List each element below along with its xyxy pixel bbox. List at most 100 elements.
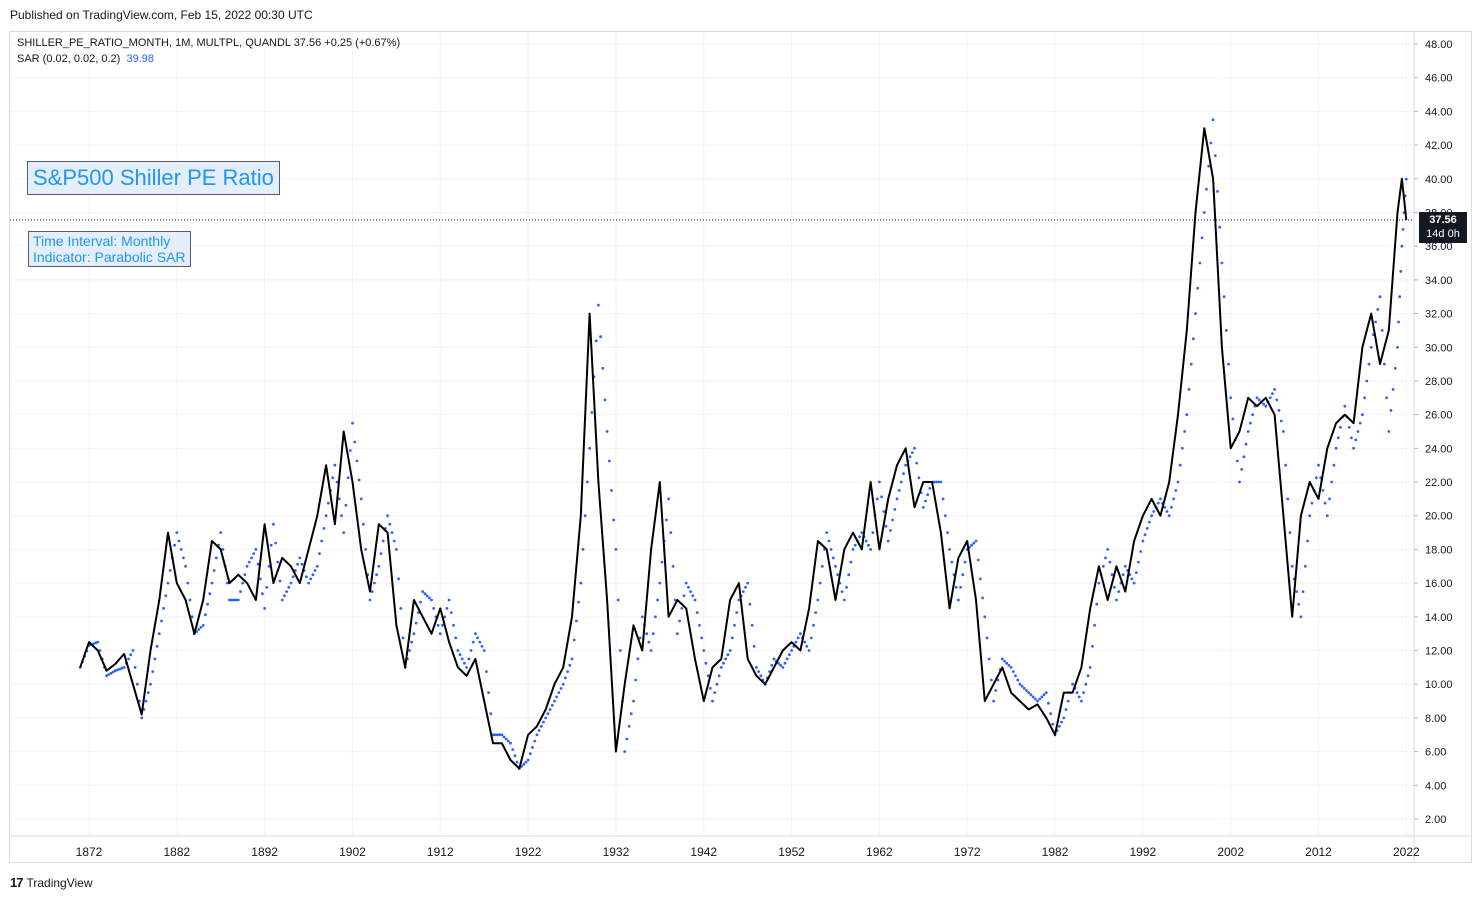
- sar-dot: [557, 691, 561, 694]
- sar-dot: [1060, 720, 1063, 724]
- y-tick-label: 30.00: [1425, 342, 1453, 354]
- sar-dot: [568, 663, 572, 667]
- sar-dot: [676, 632, 679, 636]
- sar-dot: [1022, 687, 1026, 690]
- sar-dot: [421, 590, 425, 593]
- sar-dot: [1314, 476, 1318, 480]
- sar-dot: [307, 581, 310, 585]
- sar-dot: [221, 548, 225, 551]
- sar-dot: [603, 398, 607, 402]
- sar-dot: [682, 594, 686, 598]
- y-tick-label: 34.00: [1425, 275, 1453, 287]
- x-axis: 1872 1882 1892 1902 1912 1922 1932 1942 1952 1962…: [76, 845, 1420, 859]
- sar-dot: [695, 611, 699, 614]
- sar-dot: [1273, 388, 1276, 391]
- x-tick-label: 1882: [163, 845, 190, 859]
- sar-dot: [1404, 177, 1408, 181]
- sar-dot: [1391, 388, 1395, 391]
- sar-dot: [875, 497, 879, 501]
- sar-dot: [1310, 501, 1314, 505]
- sar-dot: [869, 548, 872, 551]
- sar-dot: [717, 674, 721, 678]
- sar-dot: [1347, 425, 1351, 429]
- sar-dot: [917, 476, 921, 480]
- sar-dot: [1123, 564, 1127, 568]
- sar-dot: [728, 649, 732, 652]
- sar-dot: [1044, 691, 1048, 694]
- sar-dot: [1198, 261, 1202, 265]
- sar-dot: [353, 440, 357, 444]
- sar-dot: [408, 649, 411, 652]
- x-tick-label: 1992: [1130, 845, 1157, 859]
- sar-dot: [1350, 436, 1353, 440]
- sar-dot: [146, 691, 150, 694]
- info-annotation[interactable]: Time Interval: Monthly Indicator: Parabo…: [28, 231, 191, 267]
- sar-dot: [744, 585, 747, 589]
- sar-dot: [467, 657, 471, 661]
- y-tick-label: 12.00: [1425, 646, 1453, 658]
- sar-dot: [1321, 489, 1325, 492]
- sar-dot: [1268, 396, 1272, 400]
- sar-dot: [201, 623, 205, 627]
- sar-dot: [1374, 320, 1377, 324]
- sar-dot: [665, 518, 668, 522]
- sar-dot: [610, 489, 613, 492]
- y-tick-label: 14.00: [1425, 612, 1453, 624]
- sar-dot: [109, 671, 113, 675]
- sar-dot: [1275, 398, 1279, 402]
- sar-dot: [113, 669, 117, 673]
- sar-dot: [1339, 425, 1342, 429]
- sar-dot: [94, 641, 97, 645]
- sar-dot: [1330, 480, 1334, 484]
- sar-dot: [842, 598, 846, 602]
- sar-dot: [1031, 695, 1035, 699]
- sar-dot: [853, 543, 857, 547]
- sar-dot: [289, 581, 293, 585]
- sar-dot: [820, 564, 824, 568]
- sar-dot: [287, 585, 291, 589]
- sar-dot: [1165, 510, 1169, 513]
- sar-dot: [924, 499, 927, 503]
- sar-dot: [939, 480, 943, 484]
- sar-dot: [542, 720, 545, 724]
- sar-dot: [548, 708, 552, 711]
- sar-dot: [706, 674, 710, 678]
- sar-dot: [1152, 510, 1156, 513]
- sar-dot: [298, 556, 302, 560]
- sar-dot: [228, 598, 231, 602]
- sar-dot: [1224, 329, 1228, 332]
- sar-dot: [333, 463, 337, 467]
- sar-dot: [961, 573, 965, 577]
- sar-dot: [1000, 657, 1004, 661]
- sar-dot: [449, 611, 453, 614]
- sar-dot: [544, 716, 548, 720]
- sar-dot: [423, 592, 427, 596]
- sar-dot: [331, 476, 335, 480]
- sar-dot: [1049, 712, 1052, 716]
- title-annotation[interactable]: S&P500 Shiller PE Ratio: [27, 161, 280, 195]
- sar-dot: [478, 640, 482, 644]
- sar-dot: [1352, 446, 1355, 450]
- chart-frame[interactable]: [9, 31, 1472, 863]
- sar-dot: [1058, 724, 1061, 728]
- sar-dot: [533, 739, 537, 743]
- sar-dot: [1170, 505, 1173, 509]
- sar-dot: [1106, 548, 1110, 551]
- sar-dot: [513, 754, 517, 758]
- sar-dot: [456, 649, 460, 652]
- sar-dot: [430, 598, 433, 602]
- y-tick-label: 32.00: [1425, 309, 1453, 321]
- sar-dot: [981, 596, 984, 600]
- y-tick-label: 10.00: [1425, 679, 1453, 691]
- sar-dot: [849, 560, 853, 564]
- sar-dot: [204, 613, 207, 617]
- sar-dot: [485, 670, 488, 673]
- sar-dot: [772, 657, 776, 661]
- sar-dot: [618, 649, 622, 652]
- sar-dot: [487, 691, 490, 694]
- sar-dot: [390, 531, 394, 534]
- sar-dot: [1145, 527, 1149, 530]
- sar-dot: [770, 663, 774, 667]
- sar-dot: [1194, 312, 1197, 315]
